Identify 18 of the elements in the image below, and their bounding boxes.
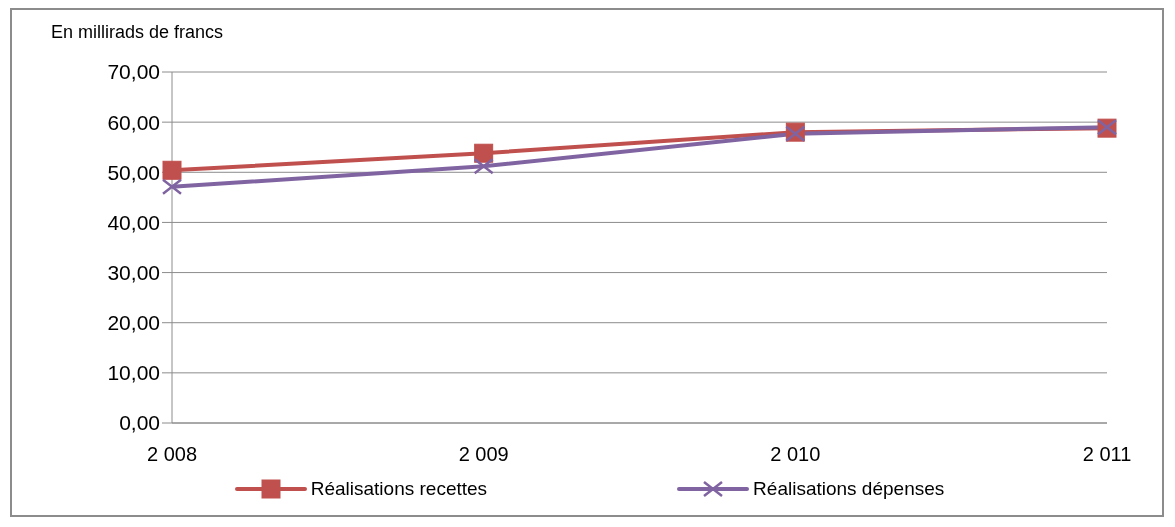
y-tick-label: 50,00 — [107, 160, 160, 184]
y-axis-title: En millirads de francs — [49, 21, 225, 44]
point — [161, 178, 183, 196]
point — [474, 143, 494, 163]
y-tick-label: 10,00 — [107, 361, 160, 385]
x-tick-label: 2 009 — [458, 443, 509, 466]
x-tick-label: 2 010 — [770, 443, 821, 466]
y-tick-label: 30,00 — [107, 261, 160, 285]
y-tick-label: 20,00 — [107, 311, 160, 335]
x-tick-label: 2 011 — [1082, 443, 1132, 466]
y-tick-label: 0,00 — [119, 411, 160, 435]
y-tick-label: 60,00 — [107, 110, 160, 134]
y-tick-label: 70,00 — [107, 60, 160, 84]
legend-label: Réalisations recettes — [310, 478, 488, 500]
x-tick-label: 2 008 — [146, 443, 198, 466]
y-tick-label: 40,00 — [107, 210, 160, 234]
legend-label: Réalisations dépenses — [753, 478, 945, 500]
point — [473, 158, 494, 175]
